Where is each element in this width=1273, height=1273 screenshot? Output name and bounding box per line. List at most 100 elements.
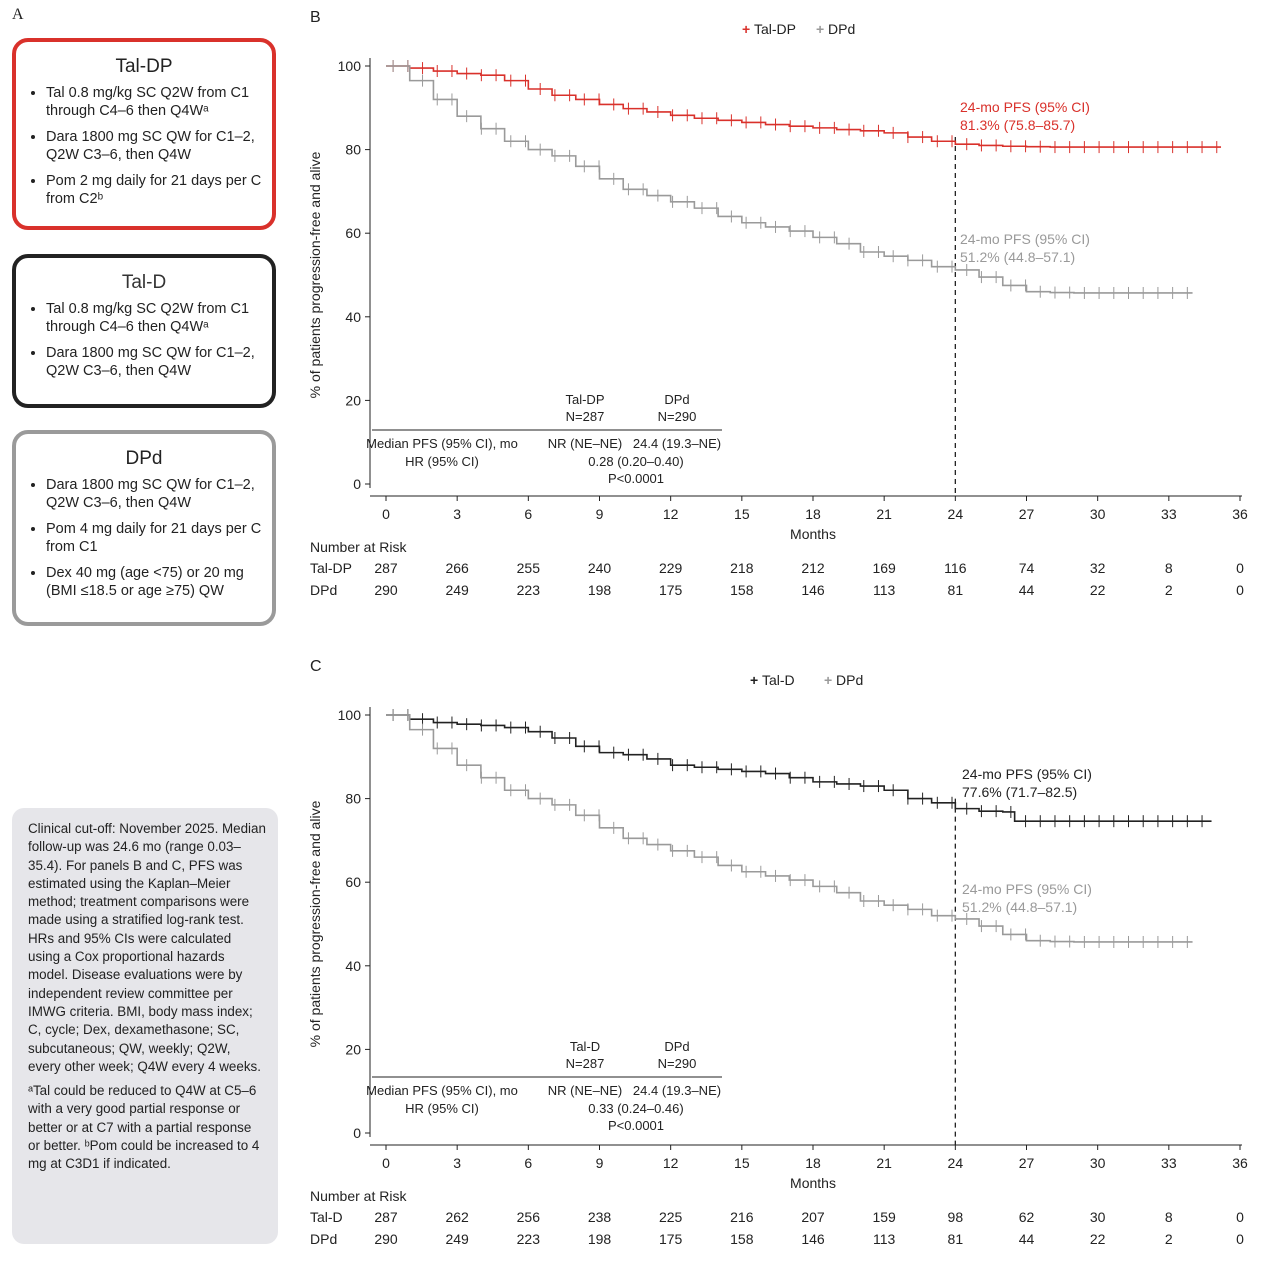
risk-value: 0 [1236,560,1244,576]
x-tick-label: 33 [1161,506,1177,522]
y-tick-label: 60 [345,874,361,890]
x-tick-label: 36 [1232,1155,1248,1171]
arm-item: Pom 4 mg daily for 21 days per C from C1 [46,520,264,556]
risk-value: 290 [374,1231,398,1247]
stats-value: 0.33 (0.24–0.46) [588,1101,683,1116]
risk-value: 249 [445,1231,469,1247]
panel-a-letter: A [12,6,24,23]
risk-value: 262 [445,1209,469,1225]
stats-value: P<0.0001 [608,1118,664,1133]
x-tick-label: 27 [1019,1155,1035,1171]
risk-value: 229 [659,560,683,576]
footnote-notes: ᵃTal could be reduced to Q4W at C5–6 wit… [28,1083,260,1172]
risk-value: 238 [588,1209,612,1225]
risk-value: 240 [588,560,612,576]
x-tick-label: 21 [876,1155,892,1171]
stats-value: NR (NE–NE) [548,1083,622,1098]
risk-value: 62 [1019,1209,1035,1225]
pfs-annotation: 51.2% (44.8–57.1) [960,249,1075,265]
risk-table-title: Number at Risk [310,1188,407,1204]
y-tick-label: 20 [345,1041,361,1057]
stats-header: DPd [664,1039,689,1054]
y-tick-label: 0 [353,1125,361,1141]
risk-value: 22 [1090,582,1106,598]
y-tick-label: 0 [353,476,361,492]
risk-value: 249 [445,582,469,598]
y-tick-label: 40 [345,958,361,974]
stats-n: N=290 [658,1056,697,1071]
risk-value: 116 [944,560,967,576]
stats-header: Tal-DP [565,392,604,407]
x-tick-label: 24 [948,506,964,522]
risk-value: 290 [374,582,398,598]
risk-table-title: Number at Risk [310,539,407,555]
arm-item: Dara 1800 mg SC QW for C1–2, Q2W C3–6, t… [46,476,264,512]
risk-value: 225 [659,1209,683,1225]
risk-value: 74 [1019,560,1035,576]
risk-value: 207 [801,1209,825,1225]
arm-items: Dara 1800 mg SC QW for C1–2, Q2W C3–6, t… [16,476,272,600]
y-tick-label: 60 [345,225,361,241]
risk-row-label: Tal-D [310,1209,343,1225]
stats-n: N=287 [566,409,605,424]
x-tick-label: 12 [663,506,679,522]
risk-value: 198 [588,1231,612,1247]
risk-value: 158 [730,582,754,598]
y-axis-label: % of patients progression-free and alive [307,800,323,1047]
y-tick-label: 80 [345,791,361,807]
risk-value: 113 [873,582,896,598]
y-tick-label: 80 [345,142,361,158]
risk-value: 223 [517,582,541,598]
x-tick-label: 24 [948,1155,964,1171]
x-tick-label: 30 [1090,1155,1106,1171]
stats-value: 24.4 (19.3–NE) [633,1083,721,1098]
pfs-annotation: 51.2% (44.8–57.1) [962,899,1077,915]
stats-row-label: HR (95% CI) [405,1101,479,1116]
risk-value: 98 [948,1209,964,1225]
risk-value: 223 [517,1231,541,1247]
risk-row-label: DPd [310,1231,337,1247]
x-tick-label: 9 [596,1155,604,1171]
risk-value: 256 [517,1209,541,1225]
arm-item: Tal 0.8 mg/kg SC Q2W from C1 through C4–… [46,84,264,120]
risk-value: 158 [730,1231,754,1247]
risk-value: 81 [948,1231,964,1247]
arm-item: Tal 0.8 mg/kg SC Q2W from C1 through C4–… [46,300,264,336]
x-tick-label: 12 [663,1155,679,1171]
stats-header: Tal-D [570,1039,600,1054]
x-tick-label: 9 [596,506,604,522]
risk-value: 218 [730,560,754,576]
arm-box-dpd: DPd Dara 1800 mg SC QW for C1–2, Q2W C3–… [12,430,276,626]
x-tick-label: 3 [453,506,461,522]
stats-row-label: HR (95% CI) [405,454,479,469]
y-tick-label: 100 [338,58,362,74]
arm-title: Tal-DP [115,56,173,77]
legend-label: DPd [836,672,863,688]
arm-items: Tal 0.8 mg/kg SC Q2W from C1 through C4–… [16,300,272,380]
legend-label: Tal-DP [754,21,796,37]
stats-n: N=287 [566,1056,605,1071]
x-tick-label: 18 [805,506,821,522]
legend-marker: + [824,672,832,688]
pfs-annotation: 24-mo PFS (95% CI) [960,231,1090,247]
risk-value: 146 [801,1231,825,1247]
risk-value: 8 [1165,560,1173,576]
arm-box-tal-d: Tal-D Tal 0.8 mg/kg SC Q2W from C1 throu… [12,254,276,408]
pfs-annotation: 24-mo PFS (95% CI) [960,99,1090,115]
y-tick-label: 100 [338,707,362,723]
risk-value: 159 [872,1209,896,1225]
x-tick-label: 21 [876,506,892,522]
risk-value: 146 [801,582,825,598]
stats-row-label: Median PFS (95% CI), mo [366,436,518,451]
risk-value: 287 [374,560,398,576]
arm-item: Dex 40 mg (age <75) or 20 mg (BMI ≤18.5 … [46,564,264,600]
risk-value: 216 [730,1209,754,1225]
risk-value: 0 [1236,582,1244,598]
x-axis-label: Months [790,526,836,542]
risk-row-label: DPd [310,582,337,598]
footnote-main: Clinical cut-off: November 2025. Median … [28,821,266,1074]
legend-marker: + [742,21,750,37]
x-tick-label: 6 [524,506,532,522]
